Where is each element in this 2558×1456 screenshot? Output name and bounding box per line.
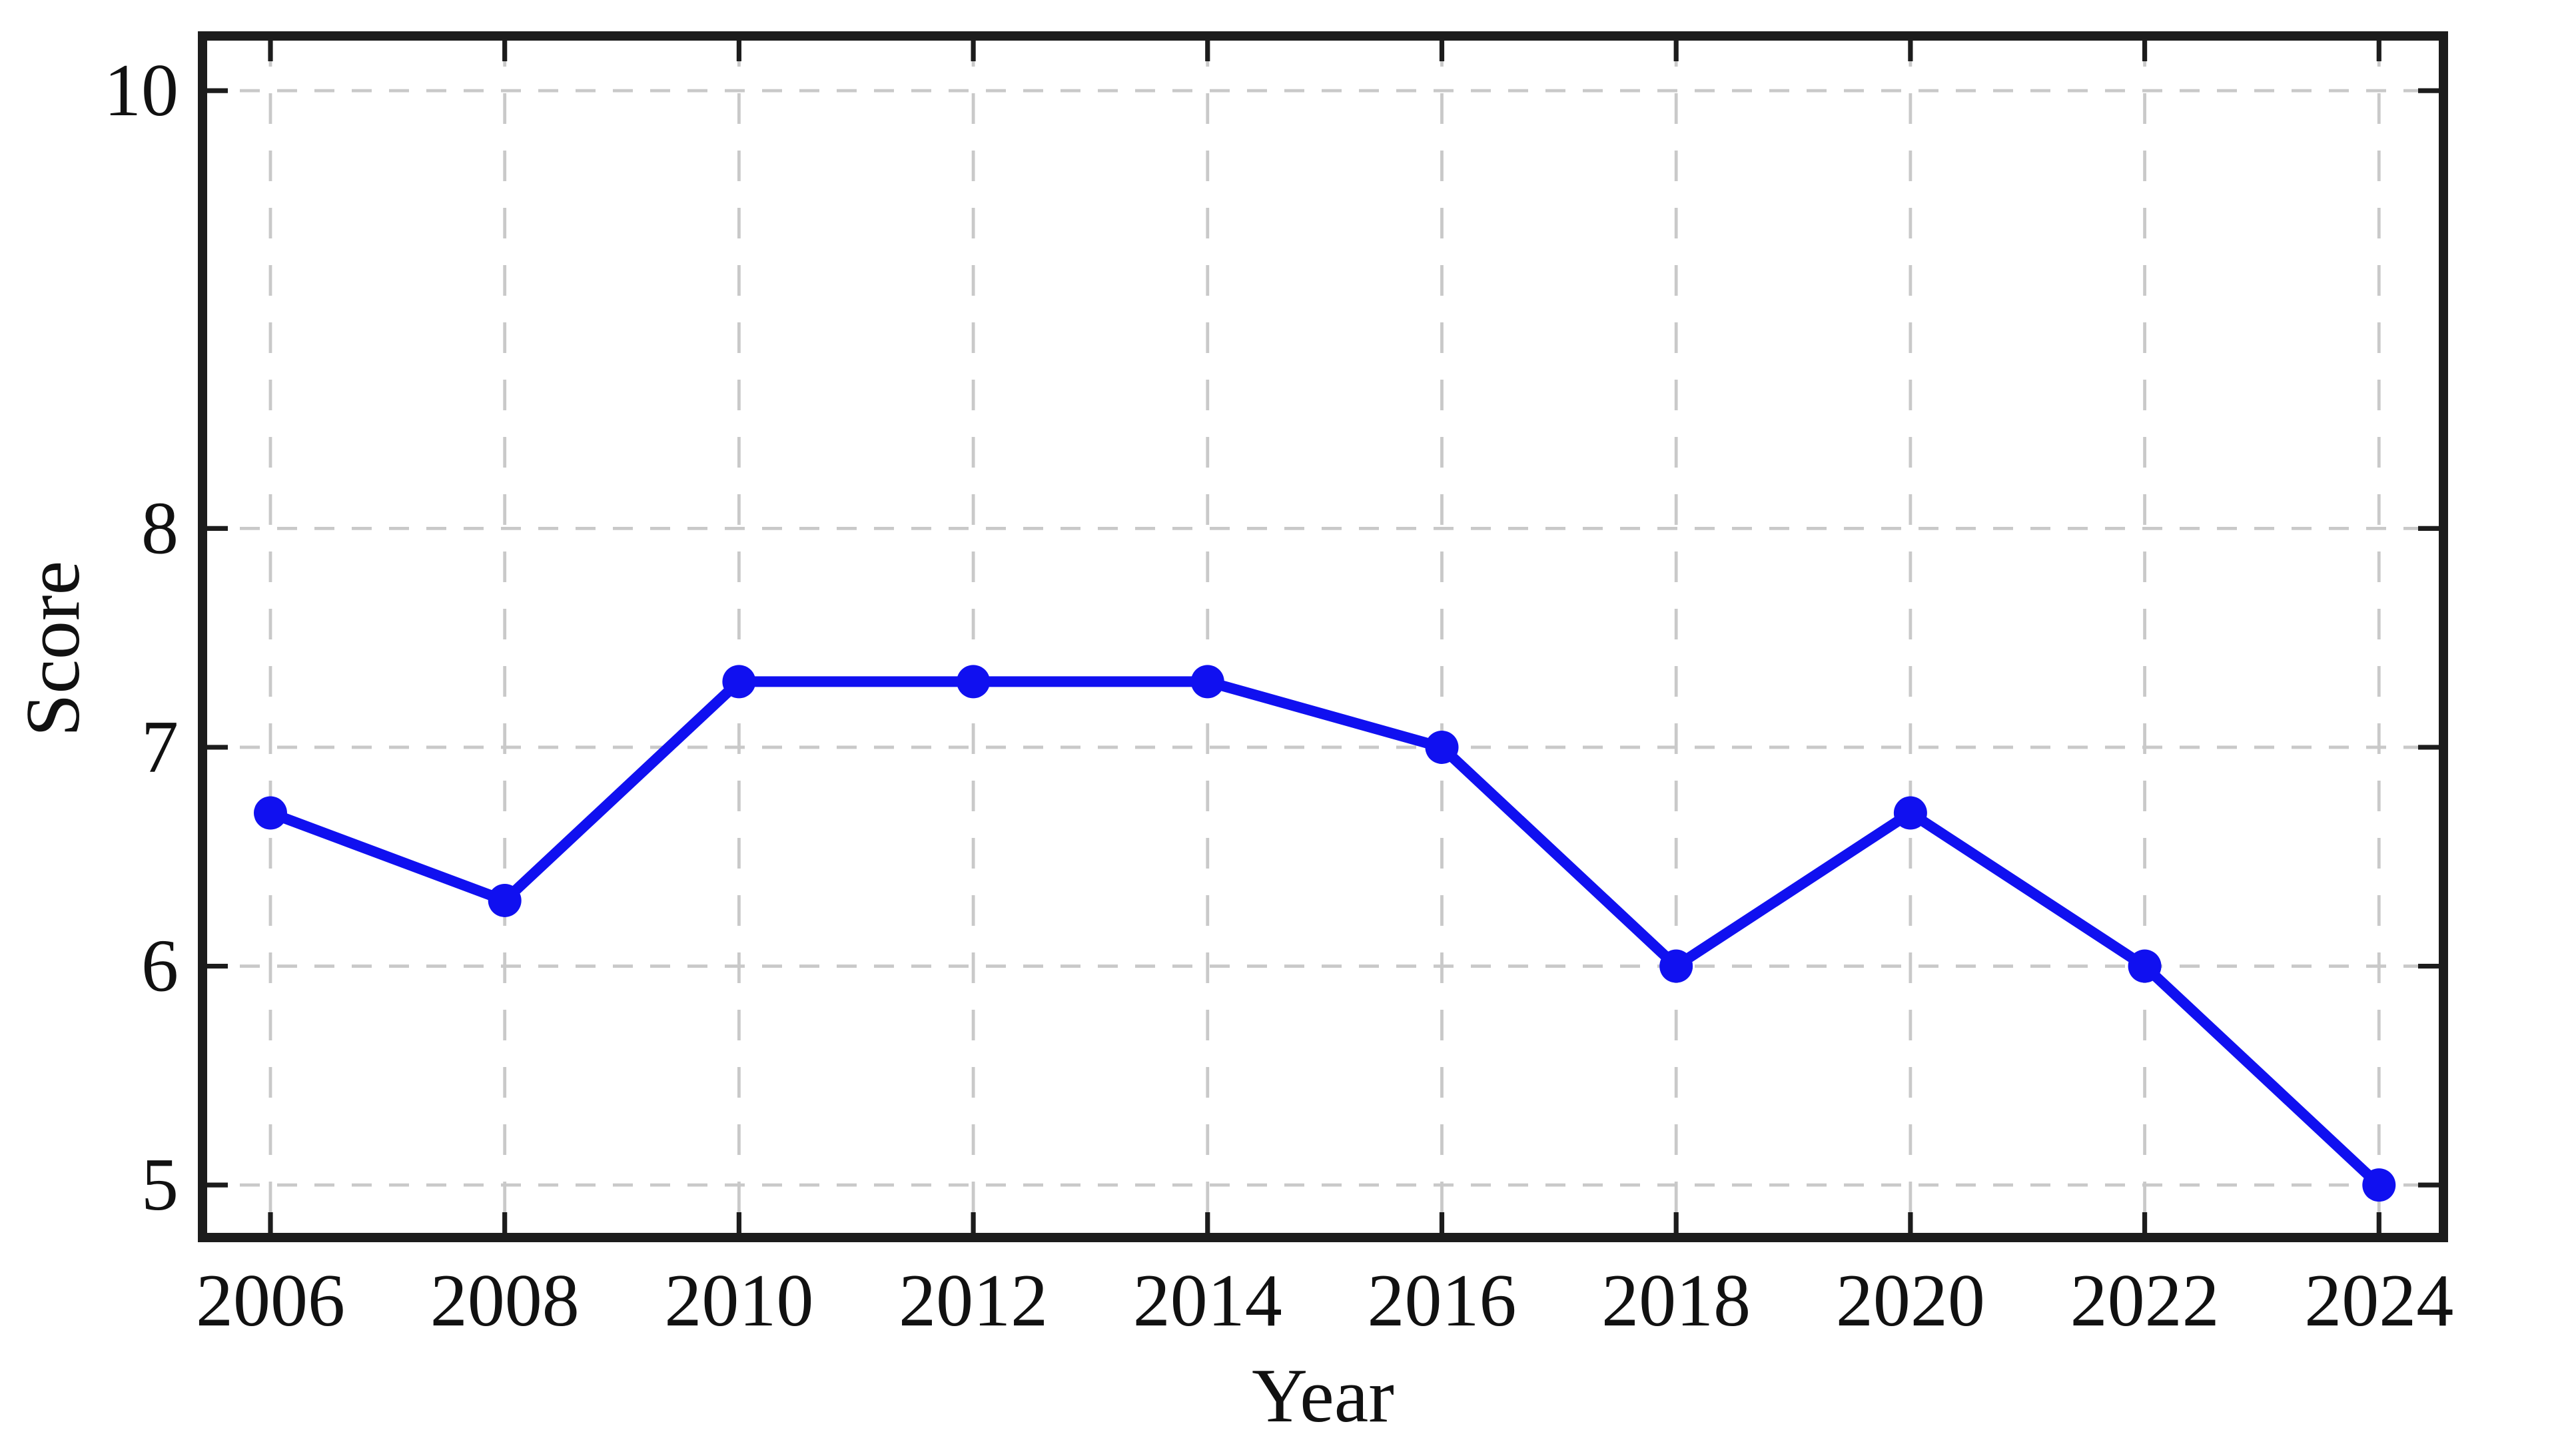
data-point — [488, 883, 522, 917]
y-tick-label: 6 — [141, 925, 179, 1008]
axis-ticks — [203, 36, 2443, 1238]
x-tick-label: 2024 — [2304, 1260, 2453, 1342]
x-tick-label: 2016 — [1367, 1260, 1516, 1342]
data-point — [253, 796, 287, 830]
x-tick-label: 2014 — [1133, 1260, 1282, 1342]
data-point — [2362, 1168, 2396, 1202]
x-tick-label: 2006 — [196, 1260, 345, 1342]
x-axis-label: Year — [1252, 1353, 1394, 1439]
x-tick-label: 2008 — [430, 1260, 580, 1342]
data-point — [1190, 665, 1224, 699]
data-point — [722, 665, 756, 699]
x-tick-label: 2022 — [2070, 1260, 2220, 1342]
gridlines — [203, 36, 2443, 1238]
y-tick-label: 5 — [141, 1144, 179, 1226]
plot-border — [198, 31, 2448, 1242]
y-tick-label: 10 — [104, 49, 179, 132]
y-axis-label: Score — [11, 561, 96, 737]
x-tick-label: 2018 — [1601, 1260, 1751, 1342]
data-point — [1893, 796, 1927, 830]
data-point — [1425, 730, 1459, 764]
y-tick-label: 8 — [141, 487, 179, 569]
x-tick-label: 2010 — [664, 1260, 813, 1342]
data-point — [1659, 949, 1693, 983]
tick-labels: 2006 2008 2010 2012 2014 2016 2018 2020 2022 2024… — [104, 49, 2453, 1342]
plot-frame — [198, 31, 2448, 1242]
y-tick-label: 7 — [141, 706, 179, 789]
data-series — [253, 665, 2396, 1202]
data-line — [264, 676, 2385, 1191]
x-tick-label: 2020 — [1836, 1260, 1985, 1342]
data-point — [957, 665, 991, 699]
x-tick-label: 2012 — [899, 1260, 1048, 1342]
data-point — [2128, 949, 2162, 983]
